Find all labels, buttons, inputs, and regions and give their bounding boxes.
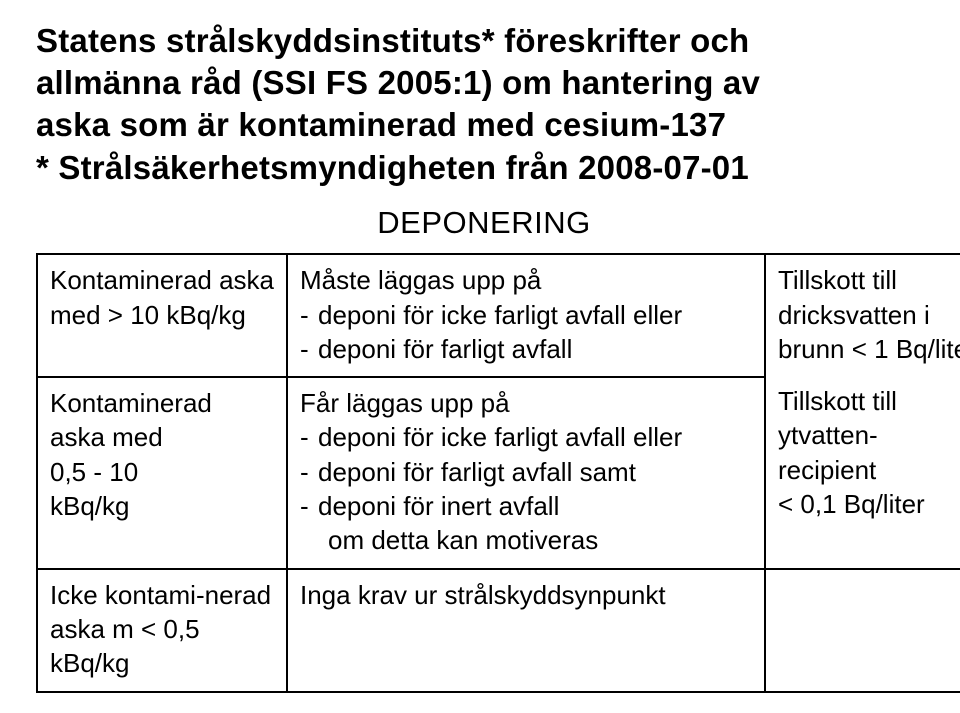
- title-line-2: allmänna råd (SSI FS 2005:1) om hanterin…: [36, 64, 760, 101]
- row1-bullets: deponi för icke farligt avfall eller dep…: [300, 298, 754, 367]
- list-item: deponi för icke farligt avfall eller: [300, 298, 754, 332]
- right-summary-p2: Tillskott till ytvatten- recipient < 0,1…: [778, 384, 960, 521]
- list-item: deponi för icke farligt avfall eller: [300, 420, 754, 454]
- table-row: Kontaminerad aska med > 10 kBq/kg Måste …: [37, 254, 960, 377]
- list-item: deponi för farligt avfall samt: [300, 455, 754, 489]
- table-row: Icke kontami-nerad aska m < 0,5 kBq/kg I…: [37, 569, 960, 692]
- title-line-3: aska som är kontaminerad med cesium-137: [36, 106, 726, 143]
- row1-label: Kontaminerad aska med > 10 kBq/kg: [37, 254, 287, 377]
- title-line-1: Statens strålskyddsinstituts* föreskrift…: [36, 22, 749, 59]
- row1-content: Måste läggas upp på deponi för icke farl…: [287, 254, 765, 377]
- title-line-4: * Strålsäkerhetsmyndigheten från 2008-07…: [36, 149, 749, 186]
- row3-label: Icke kontami-nerad aska m < 0,5 kBq/kg: [37, 569, 287, 692]
- right-summary-p1: Tillskott till dricksvatten i brunn < 1 …: [778, 263, 960, 366]
- list-item: deponi för farligt avfall: [300, 332, 754, 366]
- page-title: Statens strålskyddsinstituts* föreskrift…: [36, 20, 932, 189]
- row1-lead: Måste läggas upp på: [300, 263, 754, 297]
- row3-content: Inga krav ur strålskyddsynpunkt: [287, 569, 765, 692]
- row2-tail: om detta kan motiveras: [300, 523, 754, 557]
- row2-bullets: deponi för icke farligt avfall eller dep…: [300, 420, 754, 523]
- deponering-table: Kontaminerad aska med > 10 kBq/kg Måste …: [36, 253, 960, 692]
- list-item: deponi för inert avfall: [300, 489, 754, 523]
- row2-lead: Får läggas upp på: [300, 386, 754, 420]
- row2-content: Får läggas upp på deponi för icke farlig…: [287, 377, 765, 569]
- row3-empty: [765, 569, 960, 692]
- row2-label: Kontaminerad aska med 0,5 - 10 kBq/kg: [37, 377, 287, 569]
- document-page: Statens strålskyddsinstituts* föreskrift…: [0, 0, 960, 713]
- section-subheader: DEPONERING: [36, 203, 932, 243]
- right-summary-cell: Tillskott till dricksvatten i brunn < 1 …: [765, 254, 960, 569]
